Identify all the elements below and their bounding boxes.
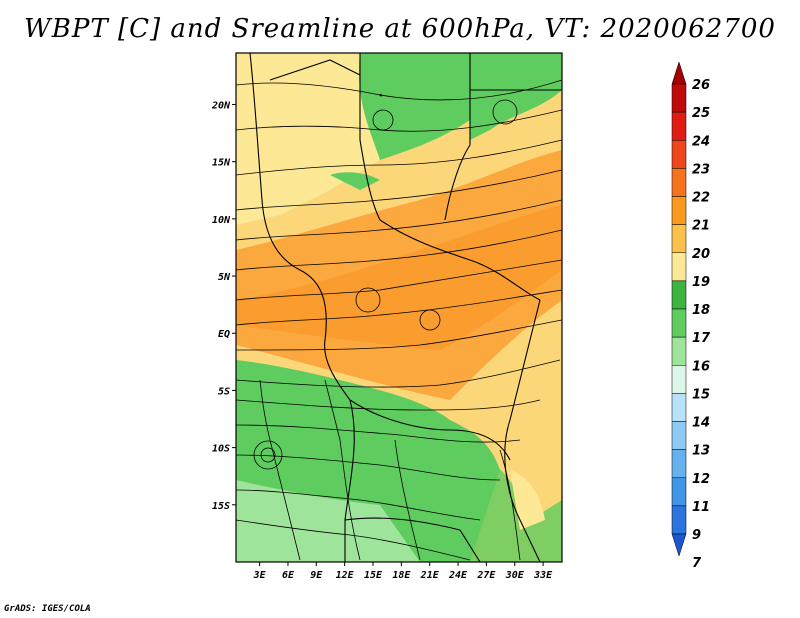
- lon-tick-label: 6E: [282, 570, 295, 581]
- colorbar-segment: [671, 252, 687, 282]
- colorbar-segment: [671, 393, 687, 422]
- colorbar-label: 13: [692, 444, 710, 459]
- colorbar-label: 20: [692, 247, 710, 262]
- colorbar-label: 25: [692, 106, 710, 121]
- colorbar-segment: [671, 308, 687, 338]
- grads-credit: GrADS: IGES/COLA: [4, 604, 91, 614]
- map-frame: [235, 52, 563, 563]
- lat-tick-label: 5N: [218, 272, 231, 283]
- wbpt-field: [236, 53, 562, 562]
- lat-tick-label: 15N: [212, 158, 231, 169]
- lat-tick-label: 15S: [212, 501, 230, 512]
- colorbar-segment: [671, 140, 687, 169]
- colorbar-label: 17: [692, 331, 711, 346]
- colorbar-segment: [671, 280, 687, 310]
- lon-tick-label: 27E: [476, 570, 496, 581]
- colorbar-segment: [671, 224, 687, 253]
- colorbar-label: 22: [692, 191, 710, 206]
- lon-tick-label: 15E: [364, 570, 383, 581]
- colorbar-segment: [671, 168, 687, 197]
- colorbar-segment: [671, 196, 687, 225]
- lat-tick-label: 10S: [212, 444, 230, 455]
- chart-title: WBPT [C] and Sreamline at 600hPa, VT: 20…: [24, 14, 776, 44]
- colorbar-segment: [671, 83, 687, 113]
- colorbar-segment: [671, 111, 687, 141]
- lon-tick-label: 3E: [253, 570, 267, 581]
- colorbar-label: 9: [692, 528, 701, 543]
- colorbar-label: 23: [692, 162, 710, 177]
- longitude-axis: 3E 6E 9E 12E 15E 18E 21E 24E 27E 30E 33E: [253, 562, 553, 581]
- lon-tick-label: 21E: [420, 570, 440, 581]
- colorbar-label: 19: [692, 275, 710, 290]
- colorbar-segment: [671, 365, 687, 394]
- colorbar-segment: [671, 505, 687, 535]
- lat-tick-label: EQ: [218, 329, 230, 340]
- colorbar-label: 12: [692, 472, 710, 487]
- colorbar-label: 15: [692, 387, 710, 402]
- colorbar-label: 21: [692, 219, 710, 234]
- colorbar-segment: [671, 421, 687, 450]
- lon-tick-label: 12E: [336, 570, 355, 581]
- lat-tick-label: 10N: [212, 215, 231, 226]
- colorbar-label: 24: [692, 134, 710, 149]
- lat-tick-label: 20N: [211, 100, 231, 111]
- colorbar-segment: [671, 61, 687, 85]
- lon-tick-label: 33E: [533, 570, 553, 581]
- colorbar-segment: [671, 336, 687, 366]
- colorbar-label: 14: [692, 416, 710, 431]
- colorbar: 26 25 24 23 22 21 20 19 18 17 16 15 14 13 12 11 9 7: [671, 61, 711, 571]
- lat-tick-label: 5S: [218, 386, 230, 397]
- colorbar-label: 18: [692, 303, 710, 318]
- lon-tick-label: 18E: [392, 570, 411, 581]
- colorbar-label: 7: [692, 556, 702, 571]
- colorbar-label: 16: [692, 359, 710, 374]
- colorbar-label: 11: [692, 500, 710, 515]
- colorbar-segment: [671, 477, 687, 507]
- latitude-axis: 20N 15N 10N 5N EQ 5S 10S 15S: [211, 100, 236, 512]
- colorbar-segment: [671, 449, 687, 478]
- colorbar-label: 26: [692, 78, 710, 93]
- lon-tick-label: 9E: [310, 570, 323, 581]
- lon-tick-label: 30E: [505, 570, 525, 581]
- colorbar-segment: [671, 533, 687, 557]
- lon-tick-label: 24E: [448, 570, 468, 581]
- country-borders: [249, 53, 562, 562]
